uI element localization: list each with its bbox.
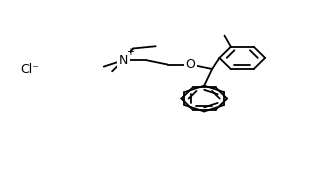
Text: +: + bbox=[126, 47, 134, 57]
Text: O: O bbox=[186, 58, 196, 71]
Text: N: N bbox=[119, 54, 128, 67]
Text: Cl⁻: Cl⁻ bbox=[20, 63, 39, 76]
